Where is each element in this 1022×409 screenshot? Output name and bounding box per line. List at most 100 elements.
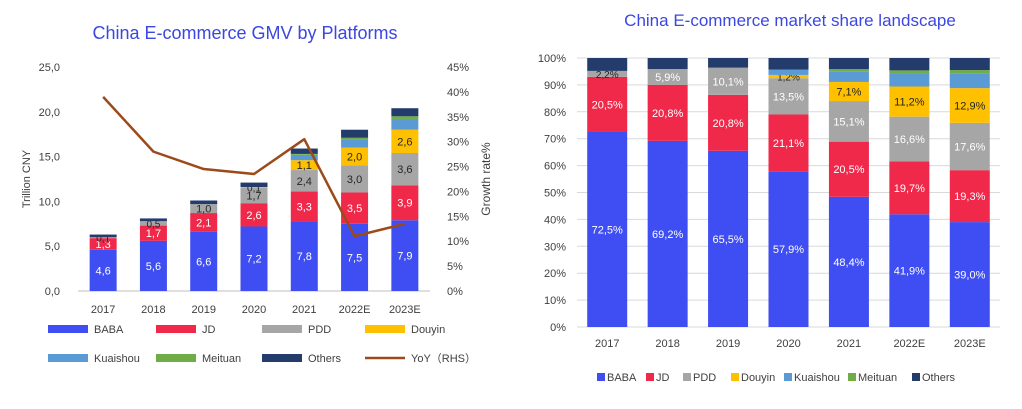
gmv-data-label: 1,1 <box>297 160 312 172</box>
share-y-tick-label: 60% <box>544 161 566 173</box>
gmv-bar-segment <box>240 187 268 188</box>
gmv-bar-segment <box>139 225 167 241</box>
gmv-data-label: 3,0 <box>347 174 362 186</box>
share-data-label: 13,5% <box>773 91 804 103</box>
gmv-bar-segment <box>391 185 419 221</box>
gmv-y-tick-label: 10,0 <box>39 196 60 208</box>
share-x-tick-label: 2023E <box>954 338 986 350</box>
share-bar-segment <box>708 150 749 327</box>
share-y-tick-label: 100% <box>538 53 566 65</box>
share-data-label: 48,4% <box>833 257 864 269</box>
share-x-tick-label: 2020 <box>776 338 800 350</box>
share-bar-segment <box>949 70 990 74</box>
share-legend-swatch <box>683 373 691 381</box>
share-data-label: 20,8% <box>712 118 743 130</box>
gmv-chart: China E-commerce GMV by Platforms 0,0 5,0 1… <box>21 23 493 365</box>
share-data-label: 20,5% <box>833 164 864 176</box>
gmv-bar-segment <box>391 153 419 186</box>
share-bar-segment <box>768 58 809 70</box>
gmv-y2-tick-label: 10% <box>447 236 469 248</box>
share-bar-segment <box>587 131 628 327</box>
gmv-legend-label: YoY（RHS） <box>411 352 476 365</box>
share-bar-segment <box>828 69 869 72</box>
gmv-bar-segment <box>240 203 268 227</box>
gmv-y-tick-label: 25,0 <box>39 62 60 74</box>
share-data-label: 10,1% <box>712 76 743 88</box>
share-data-label: 1,2% <box>777 73 800 84</box>
share-x-tick-label: 2018 <box>655 338 679 350</box>
share-data-label: 72,5% <box>592 224 623 236</box>
share-y-tick-label: 30% <box>544 241 566 253</box>
share-data-label: 2,2% <box>596 70 619 81</box>
share-y-tick-label: 90% <box>544 80 566 92</box>
gmv-bar-segment <box>190 200 218 205</box>
gmv-data-label: 4,6 <box>95 265 110 277</box>
gmv-bar-segment <box>290 170 318 192</box>
gmv-data-label: 3,9 <box>397 198 412 210</box>
share-data-label: 17,6% <box>954 142 985 154</box>
gmv-data-label: 7,2 <box>246 254 261 266</box>
share-bar-segment <box>889 214 930 327</box>
gmv-data-label: 7,9 <box>397 251 412 263</box>
share-data-label: 11,2% <box>894 97 925 109</box>
share-bar-segment <box>768 114 809 172</box>
share-x-tick-label: 2021 <box>837 338 861 350</box>
share-bar-segment <box>949 170 990 223</box>
legend-swatch <box>262 354 302 362</box>
share-bar-segment <box>647 58 688 70</box>
gmv-bar-segment <box>290 148 318 154</box>
gmv-data-label: 0,5 <box>146 219 160 230</box>
share-bar-segment <box>949 122 990 171</box>
share-x-tick-label: 2017 <box>595 338 619 350</box>
share-y-tick-label: 10% <box>544 295 566 307</box>
gmv-bar-segment <box>290 160 318 171</box>
share-bar-segment <box>949 73 990 89</box>
gmv-data-label: 2,6 <box>397 136 412 148</box>
share-bar-segment <box>768 74 809 79</box>
gmv-data-label: 7,8 <box>297 251 312 263</box>
share-y-tick-label: 20% <box>544 268 566 280</box>
gmv-y-tick-label: 5,0 <box>45 241 60 253</box>
share-bar-segment <box>949 58 990 71</box>
share-bar-segment <box>768 69 809 75</box>
gmv-data-label: 1,7 <box>146 228 161 240</box>
gmv-data-label: 2,6 <box>246 210 261 222</box>
share-bar-segment <box>949 222 990 327</box>
share-bar-segment <box>647 140 688 327</box>
gmv-legend-label: PDD <box>308 324 331 336</box>
share-data-label: 20,5% <box>592 99 623 111</box>
gmv-y2-tick-label: 45% <box>447 62 469 74</box>
share-data-label: 7,1% <box>836 86 861 98</box>
share-data-label: 21,1% <box>773 138 804 150</box>
gmv-legend-label: BABA <box>94 324 124 336</box>
share-data-label: 15,1% <box>833 116 864 128</box>
gmv-bar-segment <box>341 139 369 148</box>
share-bar-segment <box>708 94 749 151</box>
gmv-legend-label: JD <box>202 324 216 336</box>
legend-swatch <box>156 325 196 333</box>
share-bar-segment <box>889 116 930 162</box>
gmv-bar-segment <box>240 226 268 291</box>
share-y-tick-label: 50% <box>544 188 566 200</box>
gmv-x-tick-label: 2017 <box>91 304 115 316</box>
gmv-y-tick-label: 15,0 <box>39 152 60 164</box>
gmv-legend-label: Meituan <box>202 353 241 365</box>
gmv-bar-segment <box>341 147 369 166</box>
gmv-x-tick-label: 2019 <box>191 304 215 316</box>
gmv-chart-title: China E-commerce GMV by Platforms <box>92 23 397 43</box>
share-chart-title: China E-commerce market share landscape <box>624 11 956 30</box>
gmv-x-tick-label: 2023E <box>389 304 421 316</box>
gmv-bar-segment <box>391 220 419 291</box>
gmv-legend-label: Others <box>308 353 342 365</box>
share-legend-label: Others <box>922 372 956 384</box>
gmv-x-tick-label: 2022E <box>339 304 371 316</box>
share-bar-segment <box>889 58 930 71</box>
share-legend-label: JD <box>656 372 670 384</box>
share-data-label: 20,8% <box>652 108 683 120</box>
share-legend-label: Douyin <box>741 372 775 384</box>
gmv-bar-segment <box>89 234 117 238</box>
gmv-data-label: 0,1 <box>96 234 110 245</box>
gmv-bar-segment <box>391 118 419 130</box>
